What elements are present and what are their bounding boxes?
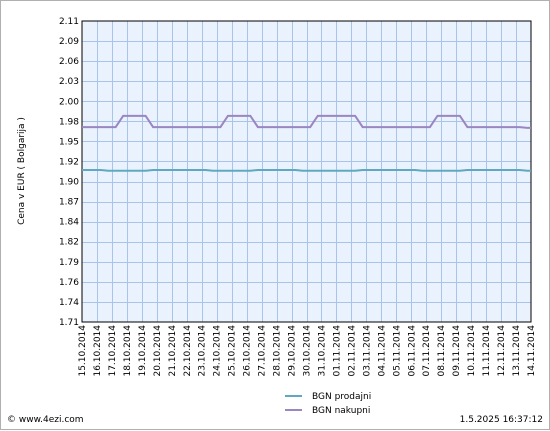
x-tick-label: 09.11.2014	[452, 325, 462, 377]
x-tick-label: 23.10.2014	[198, 325, 208, 377]
x-tick-label: 05.11.2014	[392, 325, 402, 377]
x-tick-label: 13.11.2014	[512, 325, 522, 377]
x-tick-labels: 15.10.2014 16.10.2014 17.10.2014 18.10.2014…	[78, 325, 537, 377]
x-tick-label: 22.10.2014	[183, 325, 193, 377]
x-tick-label: 02.11.2014	[347, 325, 357, 377]
x-tick-label: 20.10.2014	[153, 325, 163, 377]
y-tick-label: 2.06	[59, 57, 79, 67]
x-tick-label: 03.11.2014	[362, 325, 372, 377]
x-tick-label: 15.10.2014	[78, 325, 88, 377]
x-tick-label: 04.11.2014	[377, 325, 387, 377]
y-tick-label: 1.74	[59, 298, 79, 308]
x-tick-label: 24.10.2014	[213, 325, 223, 377]
y-tick-label: 1.92	[59, 157, 79, 167]
x-tick-label: 28.10.2014	[273, 325, 283, 377]
legend-label: BGN nakupni	[312, 406, 370, 416]
y-tick-label: 1.90	[59, 178, 79, 188]
y-tick-labels: 2.11 2.09 2.06 2.03 2.00 1.98 1.95 1.92 1.90 1.87…	[59, 17, 79, 328]
y-tick-label: 2.11	[59, 17, 79, 27]
y-axis-label: Cena v EUR ( Bolgarija )	[17, 117, 27, 225]
x-tick-label: 17.10.2014	[108, 325, 118, 377]
x-tick-label: 25.10.2014	[228, 325, 238, 377]
x-tick-label: 14.11.2014	[527, 325, 537, 377]
x-tick-label: 18.10.2014	[123, 325, 133, 377]
x-tick-label: 12.11.2014	[497, 325, 507, 377]
series-line	[82, 114, 531, 129]
series-lines	[82, 114, 531, 172]
x-tick-label: 10.11.2014	[467, 325, 477, 377]
x-tick-label: 19.10.2014	[138, 325, 148, 377]
legend-label: BGN prodajni	[312, 392, 371, 402]
y-tick-label: 2.00	[59, 97, 79, 107]
x-tick-label: 27.10.2014	[258, 325, 268, 377]
x-tick-label: 06.11.2014	[407, 325, 417, 377]
x-tick-label: 26.10.2014	[243, 325, 253, 377]
timestamp-text: 1.5.2025 16:37:12	[459, 415, 543, 425]
y-tick-label: 2.03	[59, 77, 79, 87]
x-tick-label: 21.10.2014	[168, 325, 178, 377]
copyright-text: © www.4ezi.com	[7, 415, 84, 425]
y-tick-label: 1.82	[59, 238, 79, 248]
y-tick-label: 1.95	[59, 137, 79, 147]
x-tick-label: 01.11.2014	[332, 325, 342, 377]
y-tick-label: 1.71	[59, 318, 79, 328]
series-line	[82, 168, 531, 172]
x-tick-label: 08.11.2014	[437, 325, 447, 377]
horizontal-grid	[82, 41, 531, 303]
x-tick-label: 31.10.2014	[317, 325, 327, 377]
y-tick-label: 1.76	[59, 278, 79, 288]
x-tick-label: 29.10.2014	[288, 325, 298, 377]
y-tick-label: 1.98	[59, 117, 79, 127]
y-tick-label: 2.09	[59, 37, 79, 47]
y-tick-label: 1.87	[59, 198, 79, 208]
y-tick-label: 1.84	[59, 218, 79, 228]
x-tick-label: 16.10.2014	[93, 325, 103, 377]
x-tick-label: 11.11.2014	[482, 325, 492, 377]
legend: BGN prodajni BGN nakupni	[285, 392, 371, 416]
x-tick-label: 30.10.2014	[303, 325, 313, 377]
x-tick-label: 07.11.2014	[422, 325, 432, 377]
y-tick-label: 1.79	[59, 258, 79, 268]
